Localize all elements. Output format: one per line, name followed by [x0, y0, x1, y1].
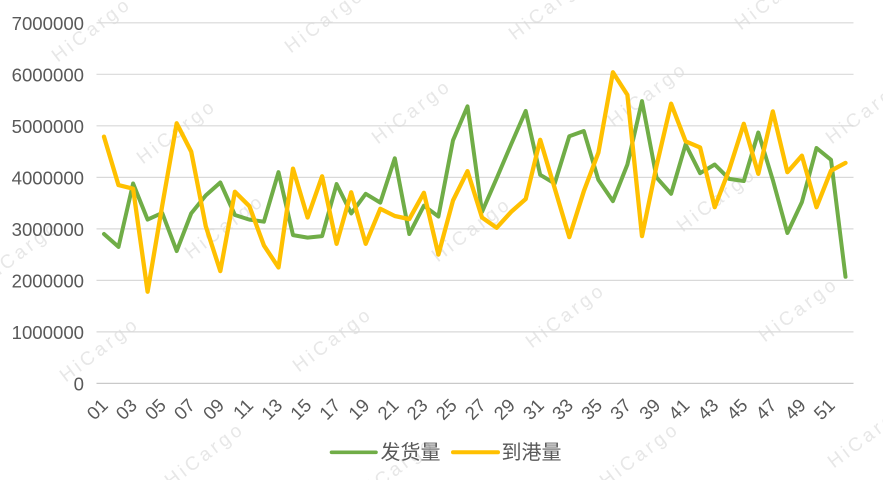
svg-text:7000000: 7000000: [12, 13, 84, 34]
svg-text:0: 0: [74, 373, 84, 394]
svg-text:5000000: 5000000: [12, 116, 84, 137]
svg-text:4000000: 4000000: [12, 167, 84, 188]
svg-text:发货量: 发货量: [381, 441, 441, 464]
svg-text:1000000: 1000000: [12, 322, 84, 343]
svg-text:6000000: 6000000: [12, 64, 84, 85]
svg-text:2000000: 2000000: [12, 270, 84, 291]
svg-text:3000000: 3000000: [12, 219, 84, 240]
svg-text:到港量: 到港量: [502, 441, 562, 464]
